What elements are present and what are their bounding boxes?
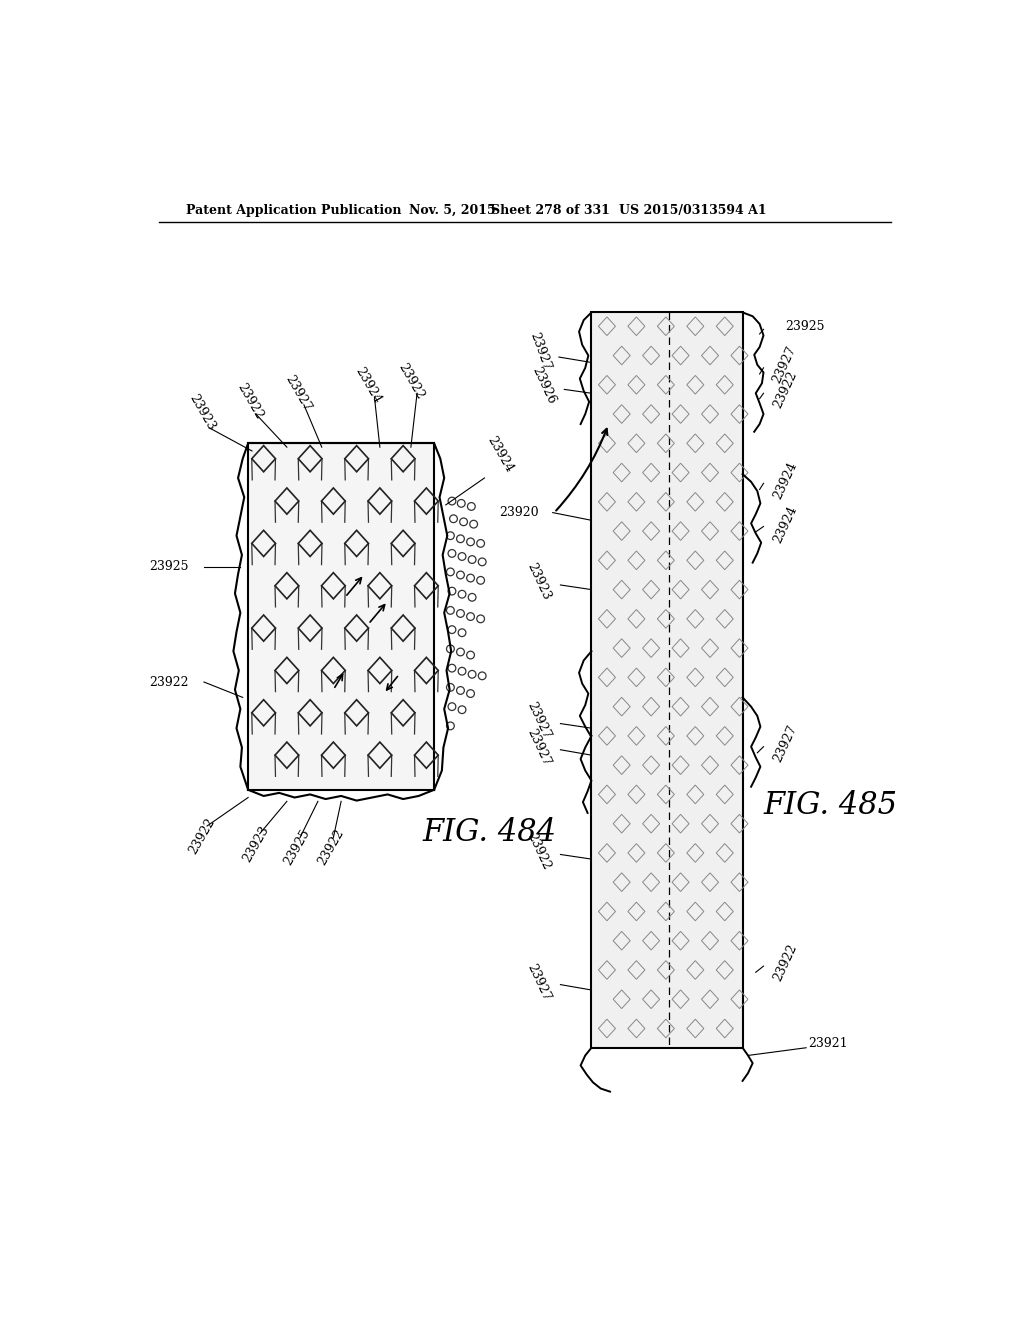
Bar bbox=[248, 444, 434, 789]
Bar bbox=[592, 313, 742, 1048]
Text: 23927: 23927 bbox=[524, 727, 553, 768]
Text: 23922: 23922 bbox=[234, 380, 266, 421]
Text: 23927: 23927 bbox=[524, 700, 553, 741]
Text: 23923: 23923 bbox=[186, 392, 217, 433]
Text: 23926: 23926 bbox=[529, 364, 558, 407]
Text: Nov. 5, 2015: Nov. 5, 2015 bbox=[410, 205, 496, 218]
Text: 23927: 23927 bbox=[524, 962, 553, 1003]
Text: 23927: 23927 bbox=[771, 723, 800, 764]
Text: 23924: 23924 bbox=[771, 459, 800, 502]
Text: 23924: 23924 bbox=[771, 503, 800, 545]
Text: 23922: 23922 bbox=[148, 676, 188, 689]
Text: 23923: 23923 bbox=[524, 561, 553, 603]
Text: 23925: 23925 bbox=[282, 828, 312, 869]
Text: 23922: 23922 bbox=[524, 830, 553, 873]
Text: 23920: 23920 bbox=[499, 506, 539, 519]
Text: 23927: 23927 bbox=[527, 330, 553, 372]
Text: 23927: 23927 bbox=[770, 345, 798, 385]
Text: 23924: 23924 bbox=[352, 366, 384, 407]
Text: Sheet 278 of 331: Sheet 278 of 331 bbox=[490, 205, 609, 218]
Text: 23922: 23922 bbox=[315, 828, 346, 869]
Text: US 2015/0313594 A1: US 2015/0313594 A1 bbox=[618, 205, 766, 218]
Text: FIG. 485: FIG. 485 bbox=[764, 789, 897, 821]
Text: 23925: 23925 bbox=[785, 319, 824, 333]
Text: 23922: 23922 bbox=[186, 816, 217, 857]
Text: 23927: 23927 bbox=[283, 372, 314, 413]
Text: 23923: 23923 bbox=[241, 824, 271, 865]
Text: 23922: 23922 bbox=[771, 942, 800, 983]
Text: 23925: 23925 bbox=[148, 560, 188, 573]
Text: FIG. 484: FIG. 484 bbox=[423, 817, 556, 847]
Text: 23924: 23924 bbox=[484, 434, 515, 475]
Text: Patent Application Publication: Patent Application Publication bbox=[186, 205, 401, 218]
Text: 23922: 23922 bbox=[771, 368, 800, 411]
Text: 23921: 23921 bbox=[809, 1038, 848, 1051]
Text: 23922: 23922 bbox=[395, 362, 426, 403]
